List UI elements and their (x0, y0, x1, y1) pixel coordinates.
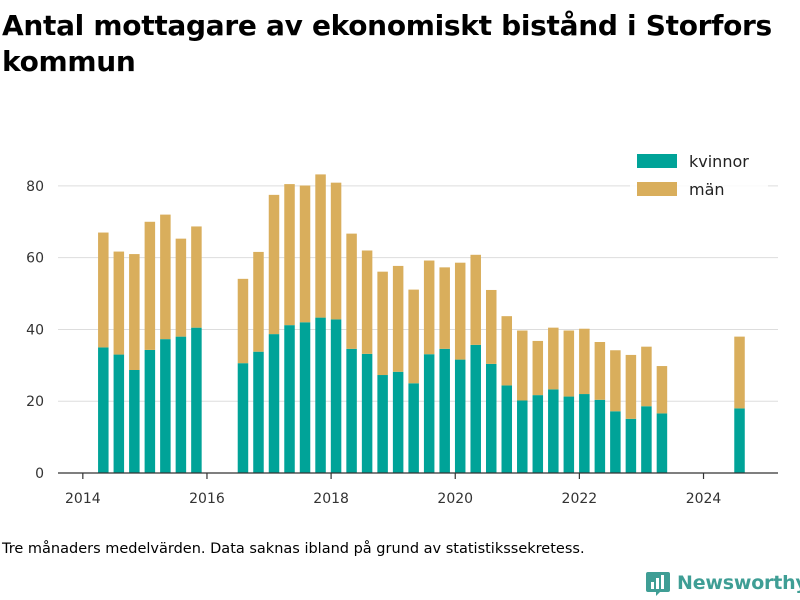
bar-kvinnor (113, 354, 125, 473)
bar-man (423, 260, 435, 355)
bar-man (98, 232, 109, 348)
bar-kvinnor (470, 344, 481, 473)
bar-kvinnor (734, 408, 745, 473)
bars-layer (98, 174, 745, 473)
bar-man (191, 226, 202, 328)
bar-kvinnor (253, 351, 264, 473)
bar-kvinnor (563, 396, 575, 473)
bar-man (454, 262, 466, 360)
bar-man (579, 328, 590, 395)
legend-swatch-man (637, 182, 677, 196)
y-tick-label: 80 (26, 179, 44, 195)
axis-layer: 0 20 40 60 80 2014 2016 2018 2020 2022 2024 (26, 179, 778, 507)
bar-man (548, 327, 559, 390)
bar-kvinnor (439, 348, 450, 473)
x-tick-label: 2016 (189, 491, 225, 507)
bar-kvinnor (408, 383, 419, 473)
bar-kvinnor (610, 411, 621, 473)
bar-man (346, 233, 357, 349)
bar-kvinnor (423, 354, 435, 473)
y-tick-label: 60 (26, 251, 44, 267)
bar-man (594, 342, 606, 400)
bar-kvinnor (175, 336, 187, 473)
bar-man (129, 254, 140, 370)
x-tick-label: 2014 (65, 491, 101, 507)
bar-kvinnor (330, 319, 342, 473)
bar-man (501, 316, 513, 386)
bar-kvinnor (392, 371, 404, 473)
y-tick-label: 0 (35, 466, 44, 482)
brand[interactable]: Newsworthy (645, 570, 800, 596)
bar-man (532, 340, 544, 396)
bar-man (408, 289, 419, 384)
x-tick-label: 2022 (562, 491, 598, 507)
bar-kvinnor (656, 413, 668, 473)
bar-kvinnor (98, 347, 109, 473)
legend-swatch-kvinnor (637, 154, 677, 168)
bar-man (470, 254, 481, 345)
bar-man (144, 221, 156, 350)
bar-man (641, 346, 652, 407)
bar-kvinnor (377, 375, 388, 473)
bar-kvinnor (532, 395, 544, 473)
bar-man (625, 354, 637, 419)
bar-kvinnor (237, 363, 249, 473)
x-tick-label: 2024 (686, 491, 722, 507)
bar-kvinnor (501, 385, 513, 473)
bar-kvinnor (315, 317, 326, 473)
bar-kvinnor (625, 418, 637, 473)
bar-man (160, 214, 171, 340)
bar-kvinnor (594, 399, 606, 473)
bar-kvinnor (129, 369, 140, 473)
bar-man (299, 185, 311, 323)
footnote: Tre månaders medelvärden. Data saknas ib… (2, 541, 585, 557)
bar-man (485, 289, 497, 364)
bar-man (392, 265, 404, 372)
bar-kvinnor (299, 322, 311, 473)
bar-kvinnor (517, 400, 528, 473)
chart-title: Antal mottagare av ekonomiskt bistånd i … (2, 9, 772, 78)
bar-kvinnor (361, 353, 373, 473)
stacked-bar-chart: 0 20 40 60 80 2014 2016 2018 2020 2022 2024 kvinno… (26, 150, 778, 507)
y-tick-label: 40 (26, 322, 44, 338)
bar-kvinnor (144, 349, 156, 473)
bar-man (253, 251, 264, 352)
bar-man (563, 330, 575, 397)
bar-kvinnor (284, 325, 295, 473)
bar-kvinnor (454, 359, 466, 473)
bar-kvinnor (346, 348, 357, 473)
bar-man (330, 182, 342, 320)
bar-man (734, 336, 745, 409)
bar-man (439, 267, 450, 349)
legend-label-kvinnor: kvinnor (689, 152, 749, 171)
bar-man (315, 174, 326, 318)
legend: kvinnor män (630, 150, 768, 202)
bar-kvinnor (579, 394, 590, 473)
bar-man (377, 271, 388, 376)
x-tick-label: 2020 (437, 491, 473, 507)
bar-man (284, 184, 295, 326)
bar-man (175, 238, 187, 337)
bar-man (610, 350, 621, 412)
bar-man (113, 251, 125, 355)
bar-kvinnor (268, 334, 280, 473)
bar-kvinnor (485, 363, 497, 473)
bar-man (361, 250, 373, 354)
bar-kvinnor (160, 339, 171, 473)
brand-name: Newsworthy (677, 572, 800, 594)
bar-man (517, 330, 528, 401)
bar-kvinnor (548, 389, 559, 473)
bar-man (268, 194, 280, 335)
bar-kvinnor (191, 327, 202, 473)
x-tick-label: 2018 (313, 491, 349, 507)
bar-chart-logo-icon (646, 572, 670, 596)
y-tick-label: 20 (26, 394, 44, 410)
bar-man (237, 278, 249, 364)
legend-label-man: män (689, 180, 725, 199)
bar-man (656, 366, 668, 414)
bar-kvinnor (641, 406, 652, 473)
